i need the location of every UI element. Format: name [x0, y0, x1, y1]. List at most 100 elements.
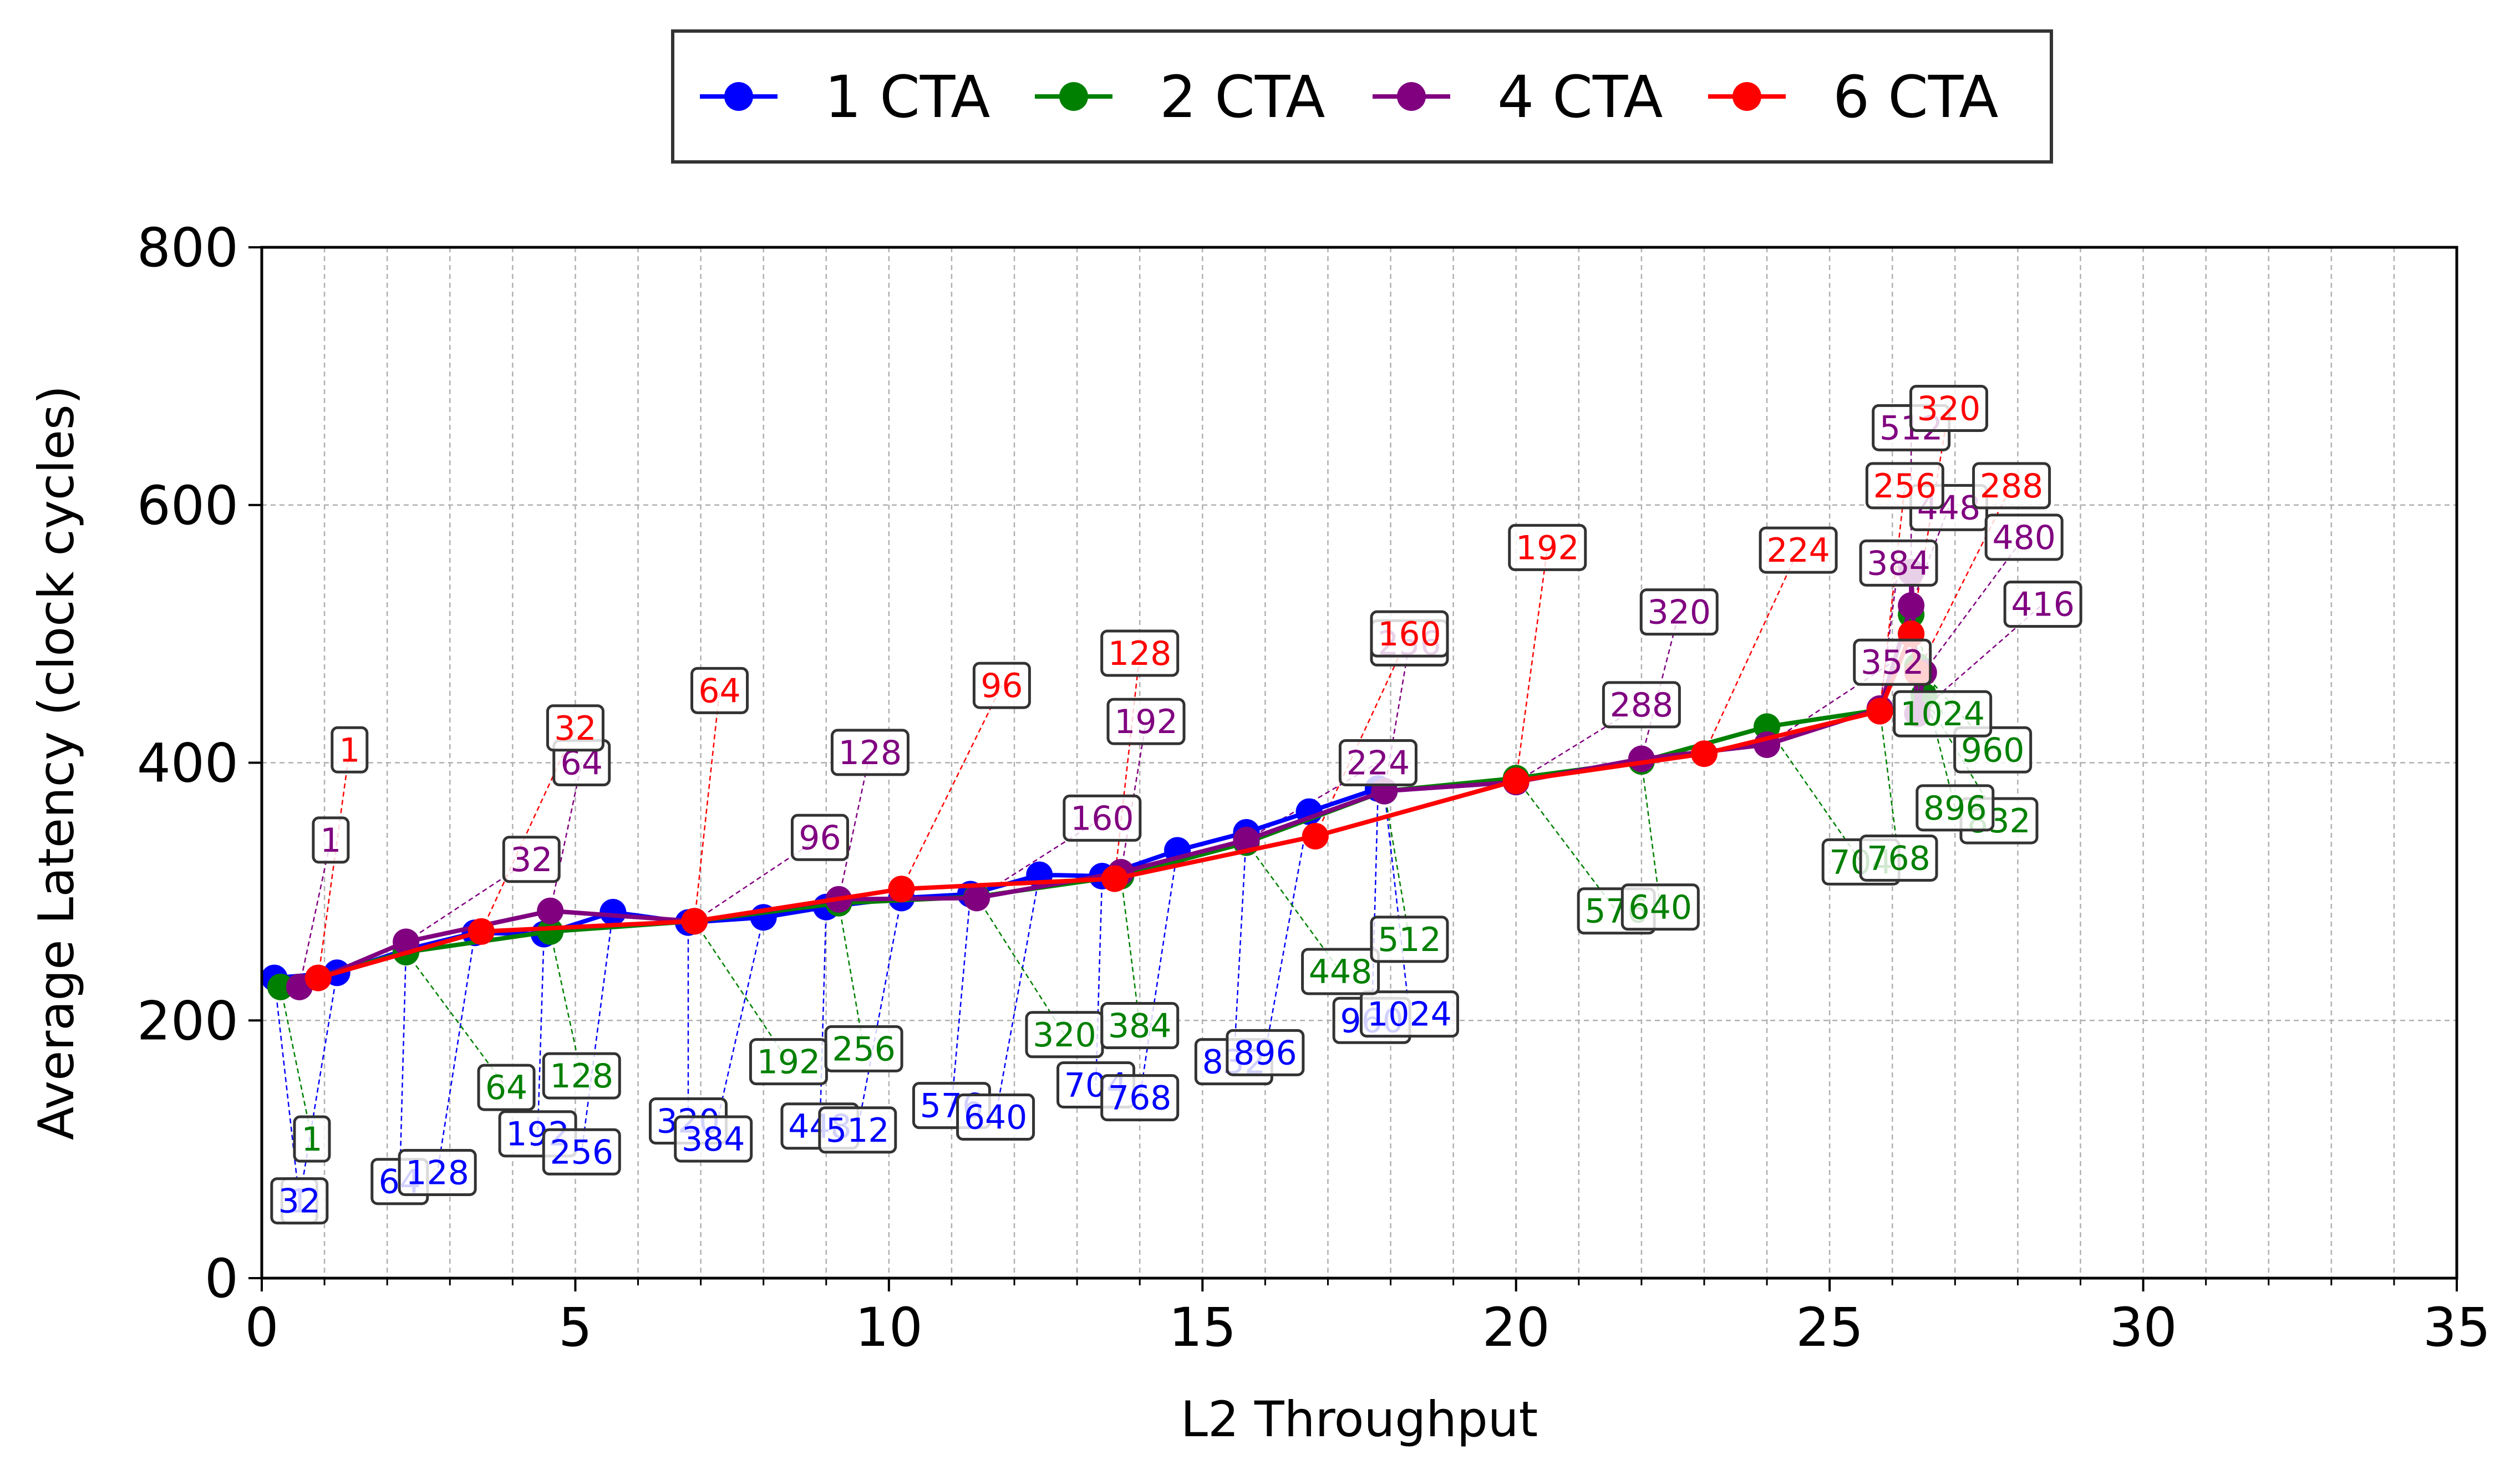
x-tick-label: 25: [1796, 1296, 1863, 1359]
legend-swatch-marker: [724, 82, 753, 111]
annotation-leader: [273, 978, 301, 1201]
data-label-box: [546, 704, 604, 752]
data-label-box: [270, 1177, 329, 1225]
data-label: 1: [293, 1115, 331, 1163]
data-label-box: [1100, 1074, 1180, 1122]
data-label: 64: [477, 1064, 536, 1111]
annotation-leader: [1383, 791, 1410, 1014]
data-label-text: 512: [826, 1111, 890, 1150]
y-tick-label: 800: [137, 217, 238, 279]
data-point: [1233, 826, 1260, 853]
data-label-box: [1859, 834, 1938, 882]
data-point: [1502, 767, 1530, 795]
data-label-box: [1226, 1029, 1305, 1076]
data-point: [1898, 592, 1925, 619]
data-label: 448: [1301, 948, 1380, 995]
data-label-box: [956, 1093, 1035, 1141]
legend-entry: 1 CTA: [700, 63, 990, 131]
data-label-box: [1620, 883, 1700, 931]
data-label: 896: [1226, 1029, 1305, 1076]
data-label: 256: [1865, 462, 1944, 510]
data-label-box: [542, 1128, 621, 1176]
data-point: [1866, 698, 1893, 725]
data-label-box: [1063, 794, 1142, 842]
data-label-text: 192: [1114, 703, 1178, 741]
data-label-text: 1: [320, 821, 341, 860]
data-label: 320: [1025, 1011, 1104, 1059]
legend-swatch-marker: [1059, 82, 1088, 111]
annotation-leader: [1246, 842, 1342, 972]
data-label-text: 448: [1309, 953, 1373, 991]
data-label: 960: [1953, 726, 2033, 774]
annotation-leader: [1515, 777, 1617, 912]
x-tick-label: 5: [558, 1296, 592, 1359]
annotation-leader: [1264, 811, 1310, 1053]
data-label: 192: [1106, 698, 1186, 745]
x-tick-label: 0: [245, 1296, 278, 1359]
legend-box: [671, 29, 2053, 164]
data-label-box: [1853, 638, 1932, 686]
data-label-box: [477, 1064, 536, 1111]
data-label-box: [1359, 990, 1459, 1038]
data-label-text: 128: [839, 734, 902, 772]
data-label: 288: [1602, 681, 1681, 729]
x-tick-label: 10: [855, 1296, 923, 1359]
data-label-box: [1984, 513, 2064, 561]
annotation-leader: [1139, 850, 1178, 1098]
annotation-leader: [712, 917, 764, 1140]
data-label: 128: [1100, 629, 1180, 677]
data-label-box: [2003, 581, 2082, 628]
data-point: [304, 964, 332, 991]
data-label: 224: [1338, 739, 1418, 786]
data-label-box: [1909, 384, 1989, 432]
data-label-box: [1370, 610, 1449, 658]
data-label: 160: [1063, 794, 1142, 842]
data-point: [267, 973, 294, 1000]
data-point: [1101, 865, 1128, 892]
data-label: 1024: [1359, 990, 1459, 1038]
data-label-text: 1024: [1367, 995, 1452, 1034]
data-label-text: 1024: [1900, 695, 1985, 734]
y-tick-label: 200: [137, 990, 238, 1052]
data-label-box: [1859, 539, 1938, 587]
legend-label: 1 CTA: [825, 63, 990, 131]
data-label-text: 320: [1033, 1016, 1096, 1055]
data-label: 64: [690, 667, 749, 714]
data-label-text: 768: [1867, 839, 1930, 878]
data-point: [1628, 745, 1655, 772]
y-tick-label: 600: [137, 475, 238, 537]
annotation-leader: [694, 920, 789, 1062]
legend-label: 6 CTA: [1833, 63, 1998, 131]
data-label: 320: [1909, 384, 1989, 432]
legend-entry: 6 CTA: [1708, 63, 1998, 131]
annotation-leader: [694, 690, 720, 922]
data-label-box: [331, 726, 369, 774]
y-tick-label: 0: [205, 1248, 238, 1310]
data-label-text: 32: [554, 709, 596, 748]
data-point: [537, 918, 564, 945]
data-label: 384: [1859, 539, 1938, 587]
annotation-leader: [298, 840, 332, 988]
data-label-text: 512: [1378, 920, 1441, 959]
data-label-text: 352: [1861, 643, 1924, 682]
data-label: 32: [546, 704, 604, 752]
annotation-leader: [280, 986, 313, 1140]
data-label-box: [1953, 726, 2033, 774]
data-label-text: 640: [964, 1098, 1028, 1137]
data-label-text: 192: [1516, 528, 1579, 567]
data-label-box: [830, 729, 910, 776]
data-label-text: 288: [1980, 467, 2044, 506]
data-point: [1690, 740, 1718, 767]
data-label-text: 32: [278, 1182, 321, 1221]
annotation-leaders: [273, 408, 2044, 1201]
data-label-text: 384: [682, 1120, 745, 1159]
annotation-leader: [901, 685, 1003, 889]
x-axis-title: L2 Throughput: [1181, 1391, 1538, 1448]
x-tick-label: 30: [2109, 1296, 2177, 1359]
data-label-box: [293, 1115, 331, 1163]
data-label-text: 128: [1108, 634, 1172, 673]
data-label: 288: [1972, 462, 2051, 510]
data-label-box: [1370, 915, 1449, 963]
annotation-leader: [857, 898, 902, 1131]
